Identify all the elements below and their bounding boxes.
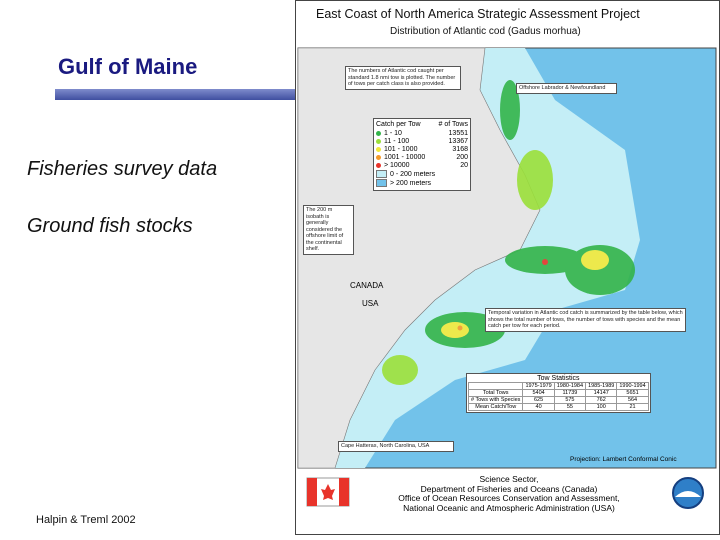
place-label: CANADA	[350, 281, 384, 290]
legend-count: 20	[460, 162, 468, 169]
legend-row: 1 - 10 13551	[376, 130, 468, 137]
map	[295, 0, 720, 535]
legend-count: 13367	[448, 138, 468, 145]
stats-row: Mean Catch/Tow 40 55 100 21	[467, 403, 649, 411]
legend-count: 3168	[452, 146, 468, 153]
legend-header: # of Tows	[438, 121, 468, 128]
place-label: USA	[362, 299, 379, 308]
legend-label: 0 - 200 meters	[390, 170, 436, 178]
bullet: Fisheries survey data	[27, 158, 218, 180]
legend-swatch	[376, 163, 381, 168]
stats-cell: 625	[522, 396, 555, 404]
citation: Halpin & Treml 2002	[36, 514, 136, 526]
legend-label: 11 - 100	[384, 138, 410, 145]
legend-swatch	[376, 131, 381, 136]
stats-cell: 5651	[616, 389, 649, 397]
note: Offshore Labrador & Newfoundland	[516, 83, 617, 94]
legend-row: > 10000 20	[376, 162, 468, 169]
map-subtitle: Distribution of Atlantic cod (Gadus morh…	[390, 26, 581, 37]
legend-header: Catch per Tow	[376, 121, 421, 128]
stats-column: 1990-1994	[616, 382, 649, 390]
stats-title: Tow Statistics	[537, 375, 580, 382]
credit-line: National Oceanic and Atmospheric Adminis…	[403, 502, 615, 513]
legend-row: 11 - 100 13367	[376, 138, 468, 145]
stats-row: # Tows with Species 625 575 762 564	[467, 396, 649, 404]
note: The 200 m isobath is generally considere…	[303, 205, 354, 255]
stats-column: 1985-1989	[585, 382, 618, 390]
legend-label: > 10000	[384, 162, 410, 169]
stats-cell: 100	[585, 403, 618, 411]
stats-cell: 14147	[585, 389, 618, 397]
projection: Projection: Lambert Conformal Conic	[570, 456, 677, 463]
legend-swatch	[376, 170, 387, 178]
legend-count: 13551	[448, 130, 468, 137]
stats-cell: 40	[522, 403, 555, 411]
stats-row: Total Tows 5404 11739 14147 5651	[467, 389, 649, 397]
stats-cell: 21	[616, 403, 649, 411]
legend-row: 0 - 200 meters	[376, 170, 468, 178]
legend-swatch	[376, 139, 381, 144]
map-title: East Coast of North America Strategic As…	[316, 7, 640, 21]
legend-swatch	[376, 179, 387, 187]
title-bar	[55, 89, 295, 100]
stats-cell: 5404	[522, 389, 555, 397]
stats-box: Tow Statistics 1975-1979 1980-1984 1985-19…	[466, 373, 651, 413]
credit-line: Office of Ocean Resources Conservation a…	[398, 493, 620, 503]
stats-cell: Total Tows	[467, 389, 524, 397]
stats-cell	[467, 382, 524, 390]
legend-swatch	[376, 147, 381, 152]
slide-title: Gulf of Maine	[58, 54, 198, 79]
note: The numbers of Atlantic cod caught per s…	[345, 66, 461, 90]
credits: Science Sector, Department of Fisheries a…	[384, 474, 634, 513]
stats-cell: 762	[585, 396, 618, 404]
legend-row: 1001 - 10000 200	[376, 154, 468, 161]
legend-row: 101 - 1000 3168	[376, 146, 468, 153]
legend-label: 101 - 1000	[384, 146, 418, 153]
stats-column: 1975-1979	[522, 382, 555, 390]
stats-cell: 564	[616, 396, 649, 404]
legend-label: 1 - 10	[384, 130, 402, 137]
stats-table: 1975-1979 1980-1984 1985-1989 1990-1994 Tota…	[467, 382, 649, 411]
stats-column: 1980-1984	[553, 382, 587, 390]
legend-label: > 200 meters	[390, 179, 432, 187]
stats-cell: 55	[553, 403, 587, 411]
legend-swatch	[376, 155, 381, 160]
credit-line: Science Sector,	[479, 474, 539, 484]
stats-cell: Mean Catch/Tow	[467, 403, 524, 411]
credit-line: Department of Fisheries and Oceans (Cana…	[420, 483, 598, 494]
stats-header: 1975-1979 1980-1984 1985-1989 1990-1994	[467, 382, 649, 390]
bullet: Ground fish stocks	[27, 215, 193, 237]
note: Temporal variation in Atlantic cod catch…	[485, 308, 686, 332]
legend-count: 200	[456, 154, 468, 161]
stats-cell: 575	[553, 396, 587, 404]
legend: Catch per Tow # of Tows 1 - 10 13551 11 - …	[373, 118, 471, 191]
stats-cell: 11739	[553, 389, 587, 397]
stats-cell: # Tows with Species	[467, 396, 524, 404]
note: Cape Hatteras, North Carolina, USA	[338, 441, 454, 452]
legend-row: > 200 meters	[376, 179, 468, 187]
legend-label: 1001 - 10000	[384, 154, 426, 161]
